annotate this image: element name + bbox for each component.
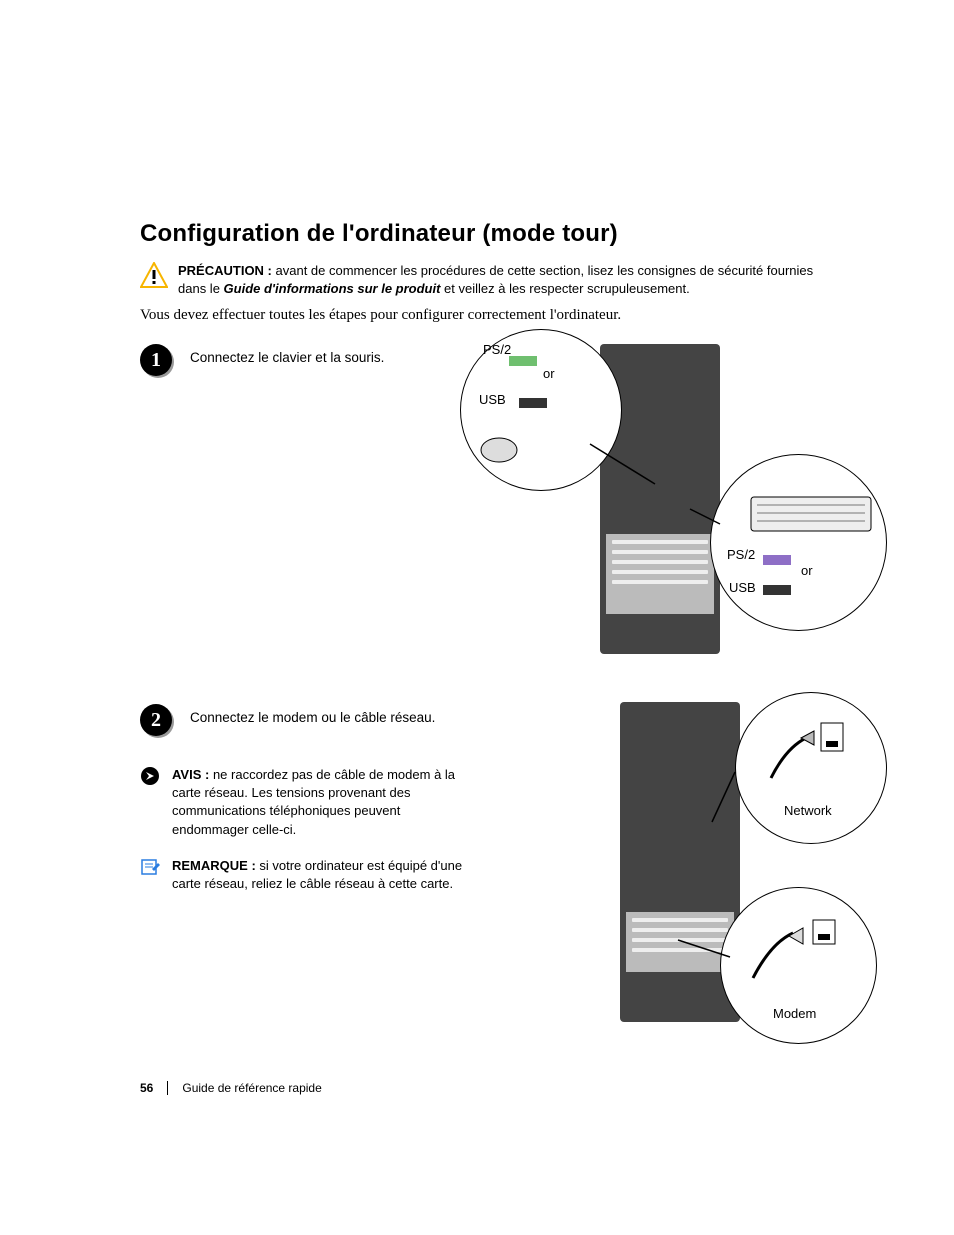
illustration-network-modem: Network Modem — [480, 692, 890, 1052]
step-1-header: 1 Connectez le clavier et la souris. — [140, 342, 470, 376]
precaution-label: PRÉCAUTION : — [178, 263, 276, 278]
remarque-text: REMARQUE : si votre ordinateur est équip… — [172, 857, 470, 893]
intro-text: Vous devez effectuer toutes les étapes p… — [140, 307, 844, 324]
notice-arrow-icon — [140, 766, 162, 791]
precaution-text: PRÉCAUTION : avant de commencer les proc… — [178, 262, 844, 297]
illustration-keyboard-mouse: PS/2 or USB PS/2 or USB — [460, 334, 890, 664]
precaution-italic: Guide d'informations sur le produit — [224, 281, 441, 296]
step-1-section: 1 Connectez le clavier et la souris. PS/… — [140, 342, 844, 692]
manual-page: Configuration de l'ordinateur (mode tour… — [0, 0, 954, 1235]
avis-text: AVIS : ne raccordez pas de câble de mode… — [172, 766, 470, 839]
precaution-block: PRÉCAUTION : avant de commencer les proc… — [140, 262, 844, 297]
step-2-header: 2 Connectez le modem ou le câble réseau. — [140, 702, 470, 736]
remarque-block: REMARQUE : si votre ordinateur est équip… — [140, 857, 470, 893]
avis-label: AVIS : — [172, 767, 213, 782]
page-footer: 56 Guide de référence rapide — [140, 1081, 322, 1095]
avis-block: AVIS : ne raccordez pas de câble de mode… — [140, 766, 470, 839]
footer-doc-title: Guide de référence rapide — [182, 1081, 321, 1095]
step-1-text: Connectez le clavier et la souris. — [190, 350, 384, 365]
page-number: 56 — [140, 1081, 153, 1095]
warning-triangle-icon — [140, 262, 168, 288]
footer-separator — [167, 1081, 168, 1095]
step-2-number: 2 — [140, 704, 172, 736]
page-title: Configuration de l'ordinateur (mode tour… — [140, 220, 844, 248]
avis-body: ne raccordez pas de câble de modem à la … — [172, 767, 455, 837]
step-1-number: 1 — [140, 344, 172, 376]
note-pencil-icon — [140, 857, 162, 882]
step-2-text: Connectez le modem ou le câble réseau. — [190, 710, 435, 725]
remarque-label: REMARQUE : — [172, 858, 259, 873]
precaution-body-2: et veillez à les respecter scrupuleuseme… — [440, 281, 689, 296]
step-2-section: 2 Connectez le modem ou le câble réseau.… — [140, 702, 844, 1082]
